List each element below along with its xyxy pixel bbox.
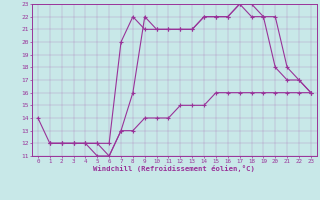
X-axis label: Windchill (Refroidissement éolien,°C): Windchill (Refroidissement éolien,°C): [93, 165, 255, 172]
